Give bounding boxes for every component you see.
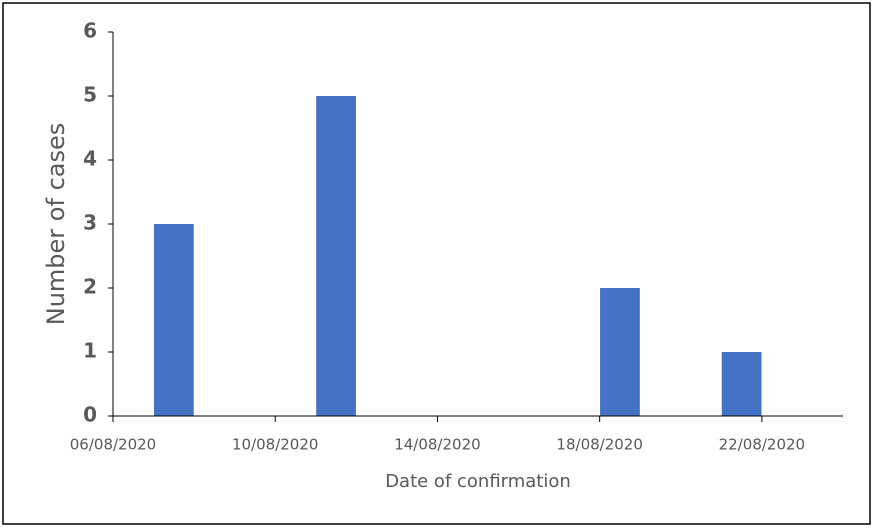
bar [153,224,194,416]
y-tick-label: 4 [83,147,97,171]
y-axis-label: Number of cases [42,123,70,325]
bar [721,352,762,416]
y-tick-label: 1 [83,339,97,363]
bar [600,288,640,416]
x-axis-label: Date of confirmation [385,471,571,492]
x-tick-label: 06/08/2020 [70,436,156,454]
y-tick-label: 2 [83,275,97,299]
y-tick-label: 0 [83,403,97,427]
y-tick-label: 5 [83,83,97,107]
x-tick-label: 10/08/2020 [232,436,318,454]
y-tick-label: 6 [83,19,97,43]
y-tick-label: 3 [83,211,97,235]
bar [316,96,356,416]
x-tick-label: 14/08/2020 [394,436,480,454]
x-tick-label: 22/08/2020 [719,436,805,454]
x-tick-label: 18/08/2020 [556,436,642,454]
